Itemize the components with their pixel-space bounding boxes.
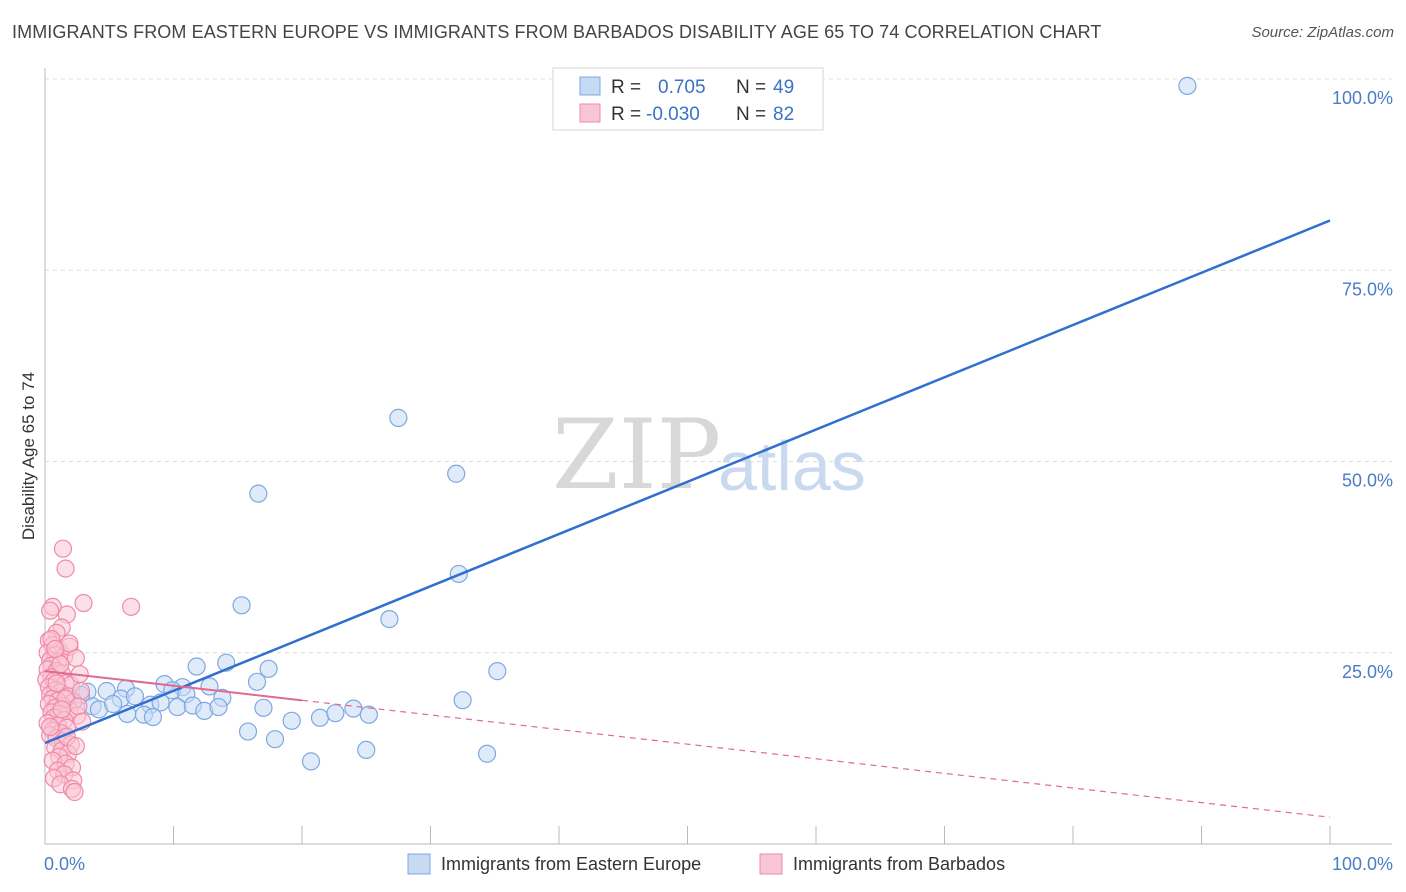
point-eastern-europe-45 — [282, 711, 301, 730]
y-tick-label-75: 75.0% — [1342, 279, 1393, 299]
point-eastern-europe-21 — [125, 687, 145, 706]
trend-line-barbados-dashed — [301, 699, 1331, 818]
y-tick-label-50: 50.0% — [1342, 471, 1393, 491]
point-barbados-81 — [46, 639, 65, 659]
point-barbados-69 — [51, 655, 70, 674]
points-layer — [37, 76, 1197, 802]
x-tick-label-end: 100.0% — [1332, 854, 1393, 874]
point-eastern-europe-24 — [168, 697, 187, 717]
y-tick-label-100: 100.0% — [1332, 88, 1393, 108]
point-eastern-europe-41 — [453, 691, 472, 710]
point-barbados-2 — [74, 593, 93, 613]
point-eastern-europe-11 — [259, 659, 278, 678]
x-tick-label-start: 0.0% — [44, 854, 85, 874]
point-barbados-77 — [41, 717, 60, 737]
point-eastern-europe-43 — [238, 722, 258, 741]
point-barbados-1 — [56, 559, 75, 578]
point-barbados-6 — [41, 601, 60, 620]
point-barbados-0 — [53, 539, 73, 558]
point-eastern-europe-2 — [447, 464, 466, 483]
correlation-legend: R = 0.705 N = 49 R = -0.030 N = 82 — [552, 67, 824, 131]
point-eastern-europe-39 — [326, 704, 345, 723]
point-barbados-72 — [71, 681, 91, 701]
legend-swatch-eastern-europe — [579, 76, 601, 96]
point-eastern-europe-37 — [344, 699, 363, 718]
legend-n-label-2: N = — [736, 104, 766, 125]
legend-swatch-barbados — [579, 103, 601, 123]
trend-line-eastern-europe — [44, 219, 1331, 745]
bottom-legend-label-barbados: Immigrants from Barbados — [793, 854, 1005, 874]
point-eastern-europe-42 — [359, 705, 378, 724]
trend-layer — [44, 219, 1331, 818]
source-credit: Source: ZipAtlas.com — [1251, 24, 1394, 41]
point-eastern-europe-7 — [488, 662, 507, 681]
point-eastern-europe-38 — [310, 708, 330, 727]
point-barbados-75 — [52, 700, 71, 719]
legend-n-value-2: 82 — [773, 104, 794, 125]
point-eastern-europe-33 — [104, 694, 123, 714]
point-barbados-3 — [121, 597, 141, 616]
point-eastern-europe-48 — [477, 744, 497, 763]
point-eastern-europe-44 — [265, 730, 285, 749]
point-barbados-79 — [66, 736, 85, 756]
bottom-legend-label-eastern-europe: Immigrants from Eastern Europe — [441, 854, 701, 874]
point-eastern-europe-36 — [143, 707, 163, 727]
point-eastern-europe-6 — [380, 609, 399, 629]
point-eastern-europe-5 — [232, 596, 251, 615]
point-eastern-europe-27 — [209, 697, 228, 717]
trend-line-barbados-solid — [44, 670, 303, 702]
bottom-legend: Immigrants from Eastern Europe Immigrant… — [407, 853, 1005, 875]
point-eastern-europe-40 — [254, 698, 273, 717]
y-axis-label: Disability Age 65 to 74 — [19, 372, 38, 540]
chart-title: IMMIGRANTS FROM EASTERN EUROPE VS IMMIGR… — [12, 22, 1102, 42]
legend-r-value-1: 0.705 — [658, 77, 706, 98]
point-eastern-europe-47 — [301, 752, 321, 771]
legend-n-value-1: 49 — [773, 77, 794, 98]
watermark-zip: ZIP — [552, 399, 721, 511]
point-eastern-europe-46 — [357, 740, 376, 760]
point-eastern-europe-10 — [247, 672, 267, 691]
y-tick-label-25: 25.0% — [1342, 662, 1393, 682]
axis-layer: 25.0% 50.0% 75.0% 100.0% 0.0% 100.0% — [44, 68, 1393, 874]
bottom-legend-swatch-barbados — [759, 853, 783, 875]
point-barbados-71 — [47, 674, 66, 693]
point-eastern-europe-0 — [1178, 76, 1197, 95]
legend-r-label-1: R = — [611, 77, 641, 98]
legend-n-label-1: N = — [736, 77, 766, 98]
legend-r-value-2: -0.030 — [646, 104, 700, 125]
point-eastern-europe-9 — [187, 657, 206, 676]
bottom-legend-swatch-eastern-europe — [407, 853, 431, 875]
point-barbados-74 — [69, 697, 88, 716]
legend-r-label-2: R = — [611, 104, 641, 125]
point-eastern-europe-3 — [249, 484, 268, 503]
grid-layer — [45, 78, 1392, 654]
point-eastern-europe-1 — [389, 408, 408, 427]
point-barbados-65 — [65, 782, 84, 802]
